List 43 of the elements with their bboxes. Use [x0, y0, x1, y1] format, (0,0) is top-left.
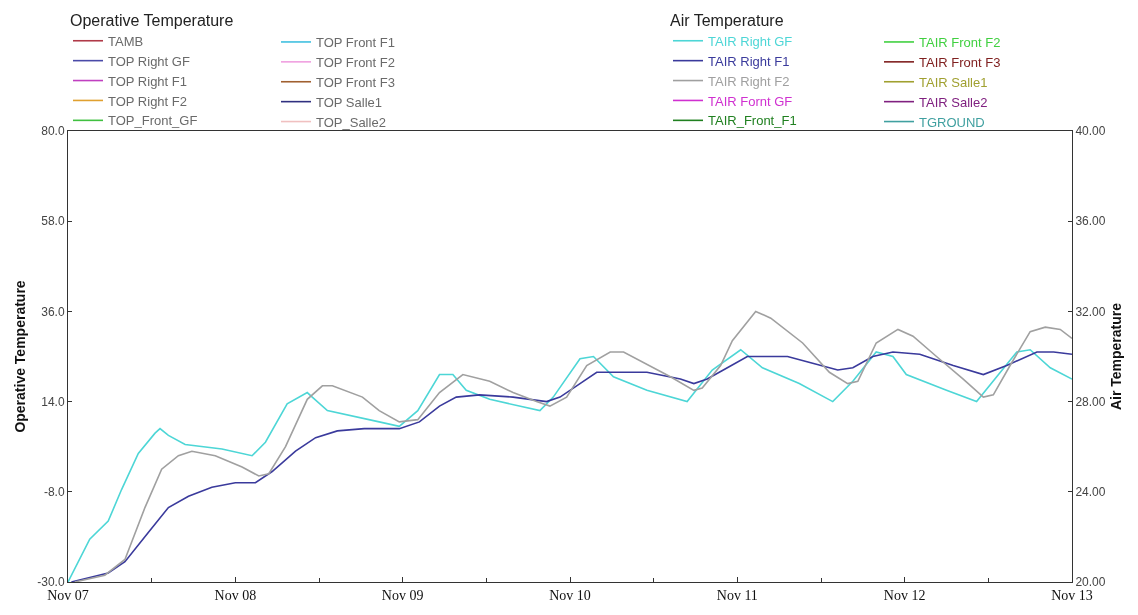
legend-label: TAIR Front F2: [919, 35, 1001, 51]
x-tick-label: Nov 07: [47, 587, 89, 603]
text: Operative Temperature: [70, 11, 234, 29]
text: Air Temperature: [670, 11, 784, 29]
legend-label: TAIR Right F2: [708, 73, 790, 89]
y2-axis-title: Air Temperature: [1108, 302, 1125, 411]
legend-label: TOP Front F3: [316, 74, 395, 90]
x-tick-label: Nov 08: [214, 587, 257, 603]
y2-tick-label: 32.00: [1075, 304, 1106, 319]
legend-label: TAIR Right GF: [708, 33, 793, 49]
legend-label: TAIR Front F3: [919, 54, 1001, 70]
x-tick-label: Nov 10: [549, 587, 591, 603]
legend-label: TGROUND: [919, 114, 985, 130]
legend-label: TOP Right GF: [108, 53, 190, 69]
y-tick-label: 80.0: [41, 124, 65, 139]
y2-tick-label: 20.00: [1075, 575, 1106, 590]
legend-label: TOP Front F1: [316, 35, 395, 51]
x-tick-label: Nov 09: [381, 587, 424, 603]
legend-label: TOP Front F2: [316, 54, 395, 70]
x-tick-label: Nov 13: [1051, 587, 1093, 603]
y2-tick-label: 40.00: [1075, 124, 1106, 139]
legend-label: TAIR Salle2: [919, 94, 988, 110]
legend-label: TOP Right F2: [108, 93, 187, 109]
y-tick-label: 58.0: [41, 214, 65, 229]
y2-tick-label: 28.00: [1075, 394, 1106, 409]
legend-label: TAMB: [108, 33, 144, 49]
y-tick-label: -30.0: [37, 575, 65, 590]
y2-tick-label: 36.00: [1075, 214, 1106, 229]
y-tick-label: 14.0: [41, 394, 65, 409]
legend-label: TOP_Salle2: [316, 114, 386, 130]
legend-label: TOP_Front_GF: [108, 113, 198, 129]
legend-label: TOP Salle1: [316, 94, 383, 110]
legend-label: TAIR Right F1: [708, 53, 790, 69]
legend-label: TAIR Salle1: [919, 74, 988, 90]
legend-label: TAIR Fornt GF: [708, 93, 793, 109]
x-tick-label: Nov 11: [716, 587, 758, 603]
y2-tick-label: 24.00: [1075, 485, 1106, 499]
y-tick-label: -8.0: [43, 485, 65, 499]
legend-label: TAIR_Front_F1: [708, 113, 797, 129]
y-tick-label: 36.0: [41, 304, 65, 319]
x-tick-label: Nov 12: [883, 587, 926, 603]
y-axis-title: Operative Temperature: [11, 280, 28, 433]
legend-label: TOP Right F1: [108, 73, 187, 89]
